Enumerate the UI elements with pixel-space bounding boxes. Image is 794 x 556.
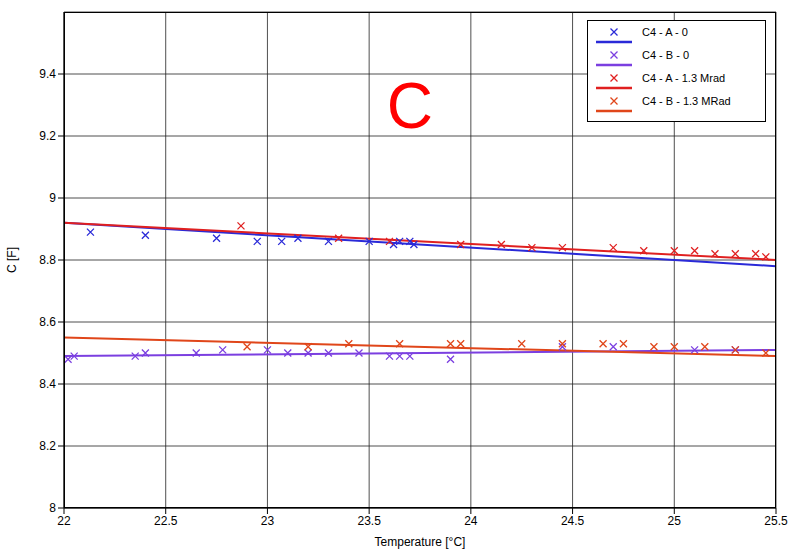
svg-text:25.5: 25.5 [764,514,788,528]
svg-text:22: 22 [57,514,71,528]
svg-text:9: 9 [49,191,56,205]
svg-text:9.2: 9.2 [39,129,56,143]
svg-text:8.8: 8.8 [39,253,56,267]
svg-text:23: 23 [261,514,275,528]
svg-text:23.5: 23.5 [357,514,381,528]
svg-text:8.2: 8.2 [39,439,56,453]
svg-text:24: 24 [464,514,478,528]
html-text:C4 - A - 0: C4 - A - 0 [642,25,688,38]
svg-text:8: 8 [49,501,56,515]
svg-text:8.4: 8.4 [39,377,56,391]
svg-text:8.6: 8.6 [39,315,56,329]
svg-text:C: C [387,70,433,142]
svg-text:24.5: 24.5 [561,514,585,528]
svg-text:25: 25 [668,514,682,528]
html-text:C4 - A - 1.3 Mrad: C4 - A - 1.3 Mrad [642,71,726,84]
html-text:C4 - B - 1.3 MRad: C4 - B - 1.3 MRad [642,94,731,107]
svg-text:9.4: 9.4 [39,67,56,81]
svg-text:C [F]: C [F] [5,247,19,273]
html-text:C4 - B - 0: C4 - B - 0 [642,48,690,61]
svg-text:Temperature [°C]: Temperature [°C] [375,535,466,549]
svg-text:22.5: 22.5 [154,514,178,528]
